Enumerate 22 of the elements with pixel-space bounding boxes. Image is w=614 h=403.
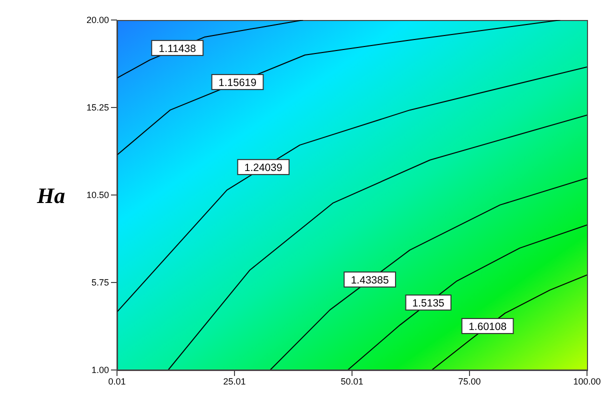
y-tick-label: 10.50 xyxy=(86,190,109,200)
y-axis-title: Ha xyxy=(36,182,66,208)
x-tick-label: 50.01 xyxy=(340,376,364,386)
x-tick-label: 25.01 xyxy=(223,376,246,386)
series-label: 1.43385 xyxy=(350,274,389,287)
line-series xyxy=(117,20,561,156)
line-series xyxy=(117,66,587,312)
series-label: 1.24039 xyxy=(244,162,283,174)
y-tick-label: 20.00 xyxy=(86,15,109,26)
series-label: 1.15619 xyxy=(218,77,257,90)
line-series xyxy=(347,224,587,370)
x-tick-label: 0.01 xyxy=(108,376,126,386)
line-series xyxy=(168,114,587,370)
y-tick-label: 1.00 xyxy=(91,365,109,376)
x-tick-label: 75.00 xyxy=(458,376,481,386)
y-tick-label: 15.25 xyxy=(86,102,109,113)
series-label: 1.60108 xyxy=(468,321,507,334)
x-tick-label: 100.00 xyxy=(573,376,601,386)
line-series xyxy=(270,178,587,370)
series-label: 1.5135 xyxy=(412,298,445,310)
series-label: 1.11438 xyxy=(158,42,196,55)
y-tick-label: 5.75 xyxy=(91,278,109,288)
